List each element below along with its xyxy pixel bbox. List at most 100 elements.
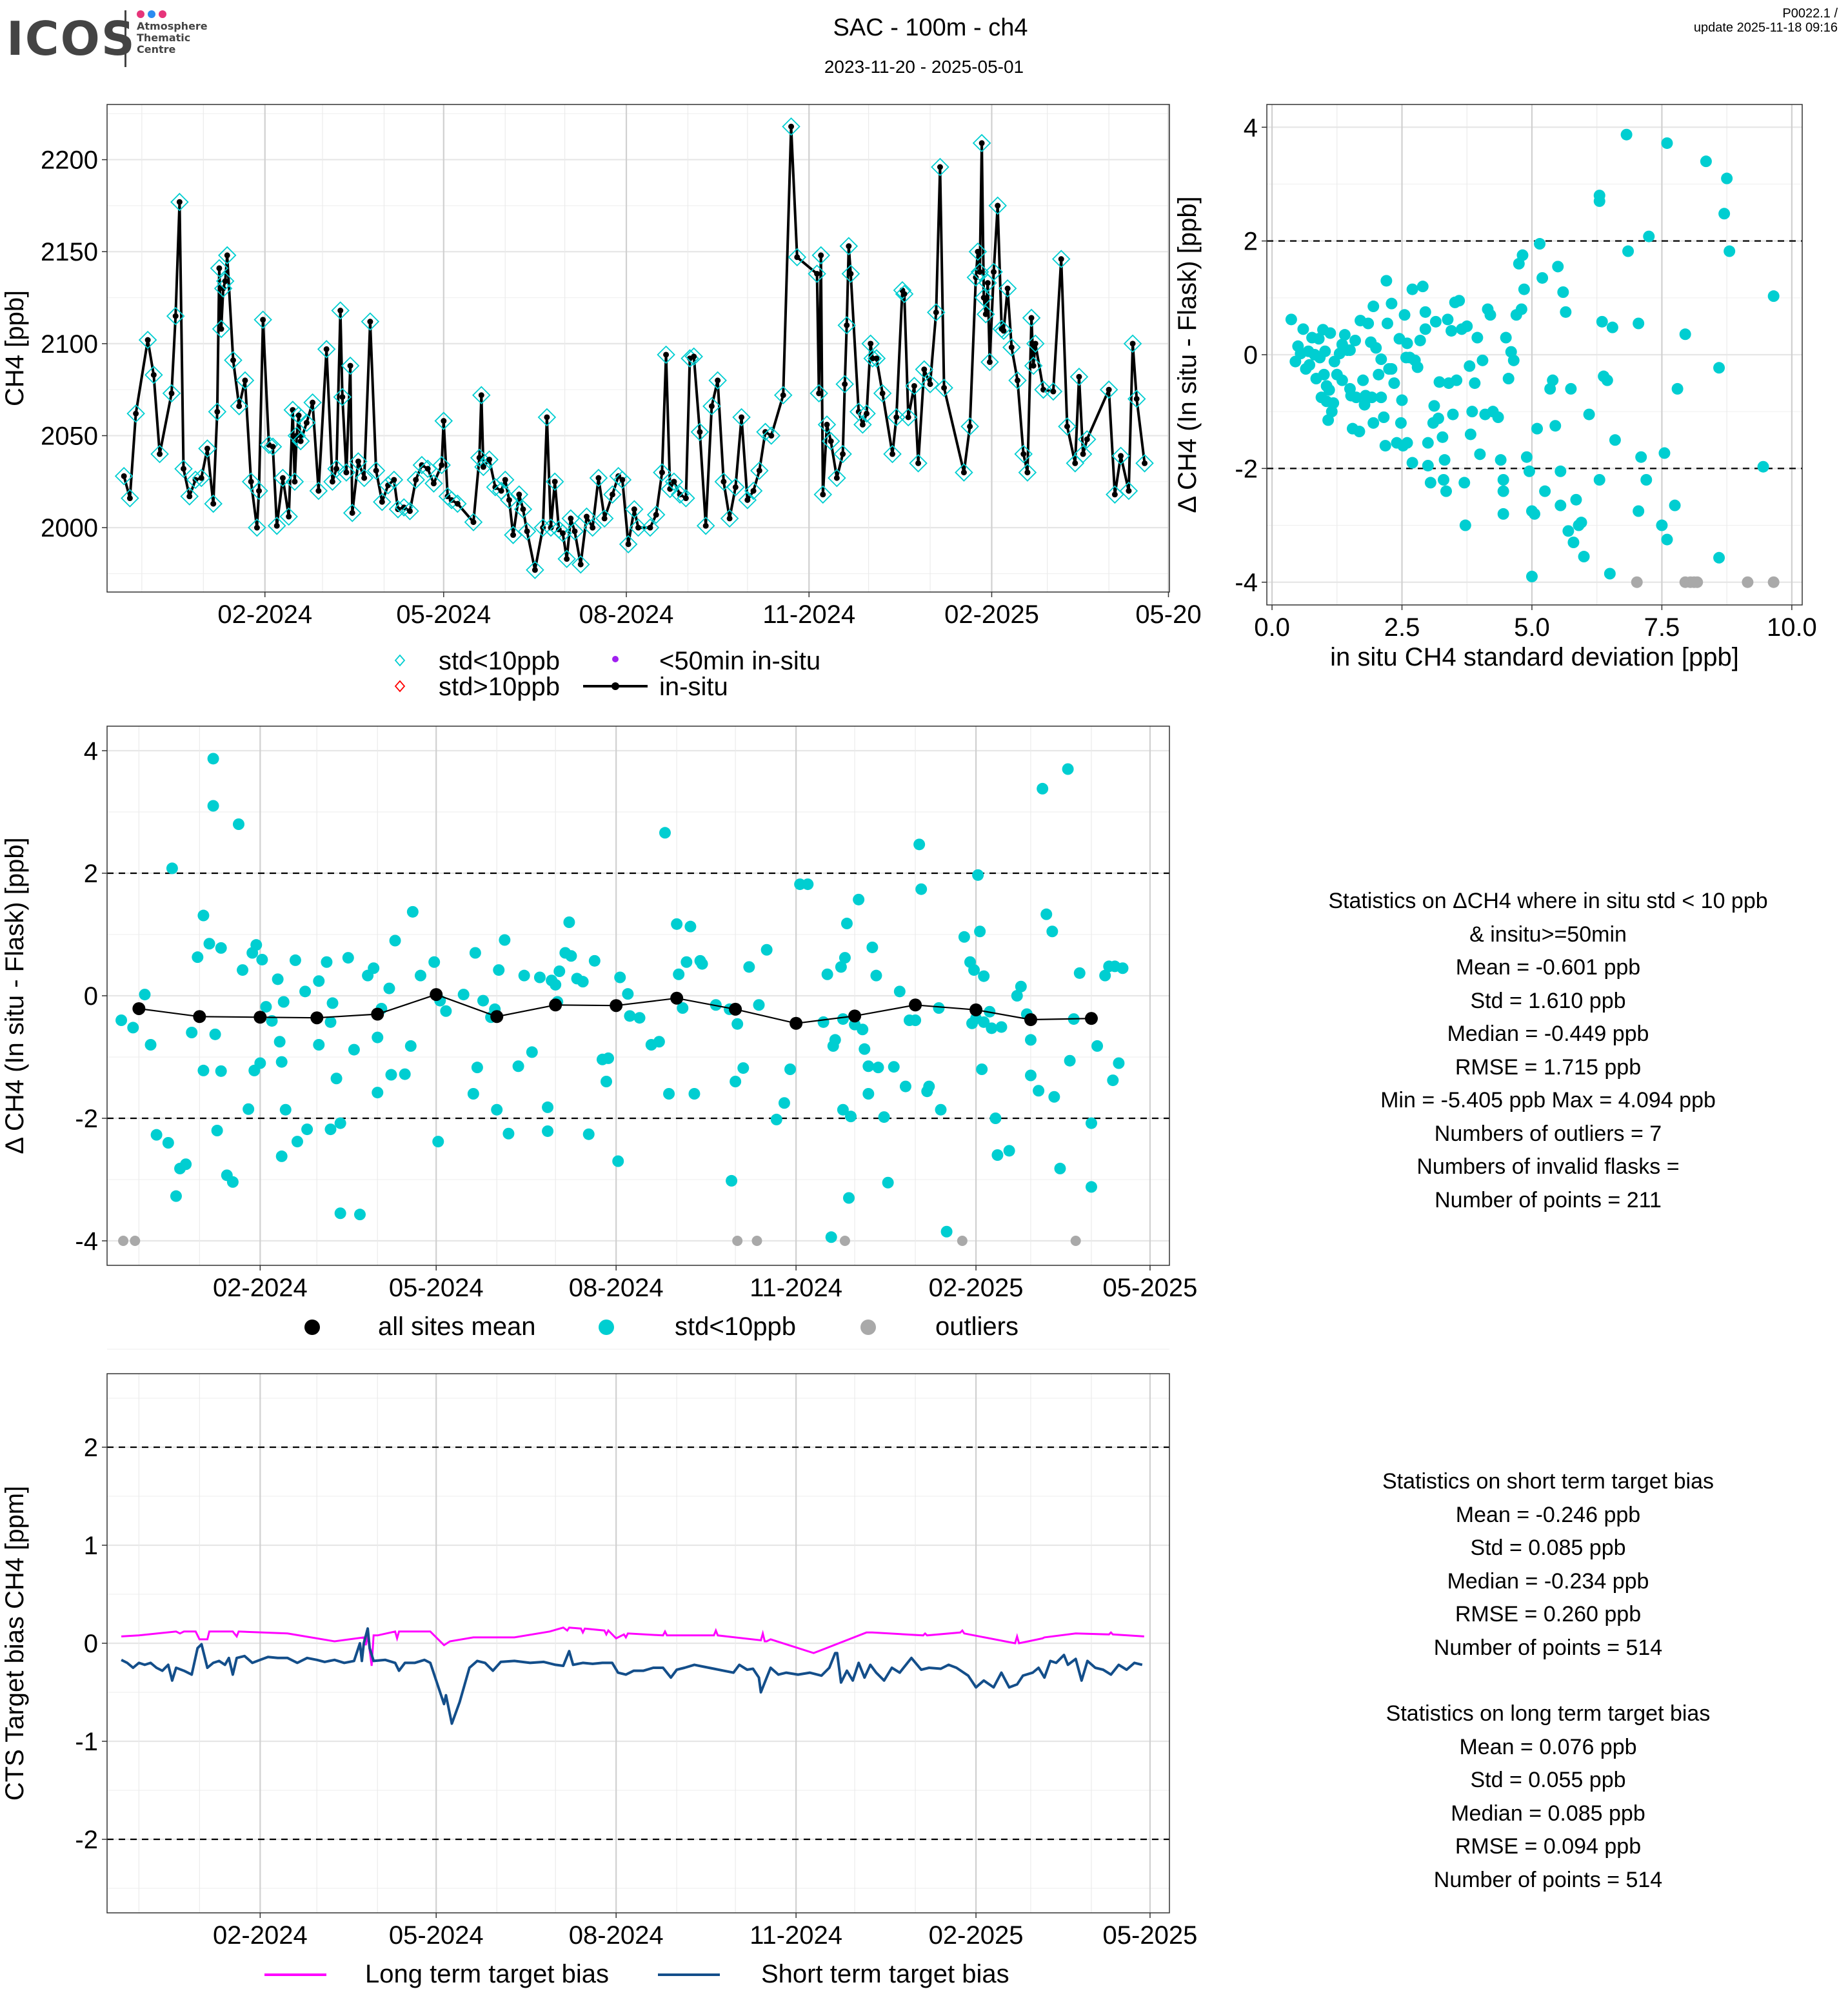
scatter-point [1620, 128, 1633, 141]
flask-diamond [970, 262, 989, 281]
delta-point [291, 1136, 303, 1148]
scatter-point [1395, 417, 1407, 429]
scatter-y-tick-label: 4 [1244, 114, 1258, 142]
insitu-point [186, 493, 193, 500]
flask-diamond [974, 288, 993, 307]
stat-line: Median = 0.085 ppb [1451, 1801, 1645, 1826]
flask-diamond [1018, 463, 1037, 482]
all-sites-mean-point [909, 998, 922, 1012]
delta-point [778, 1097, 790, 1109]
insitu-point [486, 457, 493, 463]
delta-point [837, 1103, 849, 1116]
delta-y-label: Δ CH4 (In situ - Flask) [ppb] [1, 837, 29, 1154]
delta-point [1117, 962, 1129, 974]
delta-point [553, 965, 566, 977]
insitu-point [253, 524, 260, 531]
bias-x-tick-label: 02-2025 [929, 1921, 1024, 1950]
all-sites-mean-point [253, 1011, 267, 1024]
delta-point [383, 982, 395, 994]
delta-point [1113, 1057, 1125, 1069]
flask-diamond [708, 371, 727, 390]
insitu-point [677, 491, 683, 498]
scatter-point [1583, 408, 1595, 420]
insitu-point [915, 460, 922, 466]
delta-point [872, 1062, 884, 1074]
insitu-point [921, 366, 928, 373]
delta-point [845, 1111, 857, 1123]
insitu-point [653, 511, 659, 518]
flask-diamond [895, 284, 914, 304]
delta-point [477, 994, 489, 1007]
flask-diamond [867, 349, 886, 368]
delta-point [372, 1087, 384, 1099]
delta-point [633, 1012, 646, 1024]
insitu-point [848, 270, 854, 277]
insitu-point [230, 357, 236, 364]
flask-diamond [966, 268, 986, 287]
flask-diamond [684, 347, 703, 366]
delta-y-tick-label: 4 [84, 737, 98, 766]
legend-outlier-dot-icon [860, 1320, 876, 1335]
legend-purple-dot-icon [612, 656, 619, 662]
flask-diamond [434, 411, 453, 430]
delta-point [368, 962, 380, 974]
insitu-point [210, 500, 217, 507]
scatter-point [1424, 477, 1436, 489]
insitu-point [933, 309, 939, 315]
delta-point [1062, 763, 1074, 775]
delta-point [870, 969, 882, 982]
scatter-x-tick-label: 10.0 [1767, 613, 1817, 642]
flask-diamond [248, 518, 266, 537]
scatter-point [1406, 457, 1418, 469]
flask-diamond [1135, 454, 1154, 473]
insitu-point [744, 497, 751, 503]
flask-diamond [327, 459, 346, 479]
bias-x-tick-label: 02-2024 [213, 1921, 308, 1950]
delta-point [313, 975, 325, 987]
insitu-point [150, 371, 157, 378]
insitu-point [424, 466, 431, 472]
delta-point [209, 1028, 221, 1040]
stat-line: RMSE = 1.715 ppb [1455, 1054, 1642, 1080]
scatter-point [1523, 465, 1535, 477]
timeseries-y-tick-label: 2000 [41, 514, 98, 542]
scatter-point [1396, 394, 1408, 406]
flask-diamond [1044, 382, 1063, 401]
insitu-point [840, 451, 846, 457]
scatter-point [1458, 477, 1471, 489]
insitu-point [430, 480, 437, 487]
flask-diamond [442, 491, 461, 509]
scatter-outlier-point [1767, 576, 1780, 588]
scatter-point [1297, 323, 1309, 335]
scatter-point [1562, 525, 1575, 537]
flask-diamond [1002, 338, 1021, 357]
scatter-point [1633, 505, 1645, 517]
timeseries-border [106, 104, 1170, 593]
insitu-point [780, 392, 786, 399]
insitu-point [663, 351, 670, 358]
delta-point [512, 1060, 524, 1073]
scatter-point [1539, 485, 1551, 497]
legend-label: in-situ [659, 673, 728, 701]
legend-diamond-red-icon [394, 680, 406, 693]
delta-point [299, 985, 312, 998]
insitu-point [406, 508, 413, 514]
scatter-point [1593, 474, 1605, 486]
flask-diamond [1026, 334, 1045, 353]
insitu-point [315, 488, 322, 494]
flask-diamond [553, 524, 572, 542]
stat-line: Std = 0.055 ppb [1470, 1768, 1626, 1792]
flask-diamond [557, 549, 576, 568]
flask-diamond [690, 422, 710, 442]
delta-point [1037, 782, 1049, 795]
insitu-point [937, 164, 943, 170]
delta-point [614, 971, 626, 984]
delta-point [385, 1069, 397, 1081]
insitu-point [982, 311, 989, 317]
delta-point [1073, 967, 1086, 979]
insitu-point [726, 515, 733, 522]
scatter-point [1437, 474, 1449, 486]
delta-point [243, 1103, 255, 1115]
delta-point [784, 1063, 797, 1075]
insitu-point [1008, 344, 1015, 351]
